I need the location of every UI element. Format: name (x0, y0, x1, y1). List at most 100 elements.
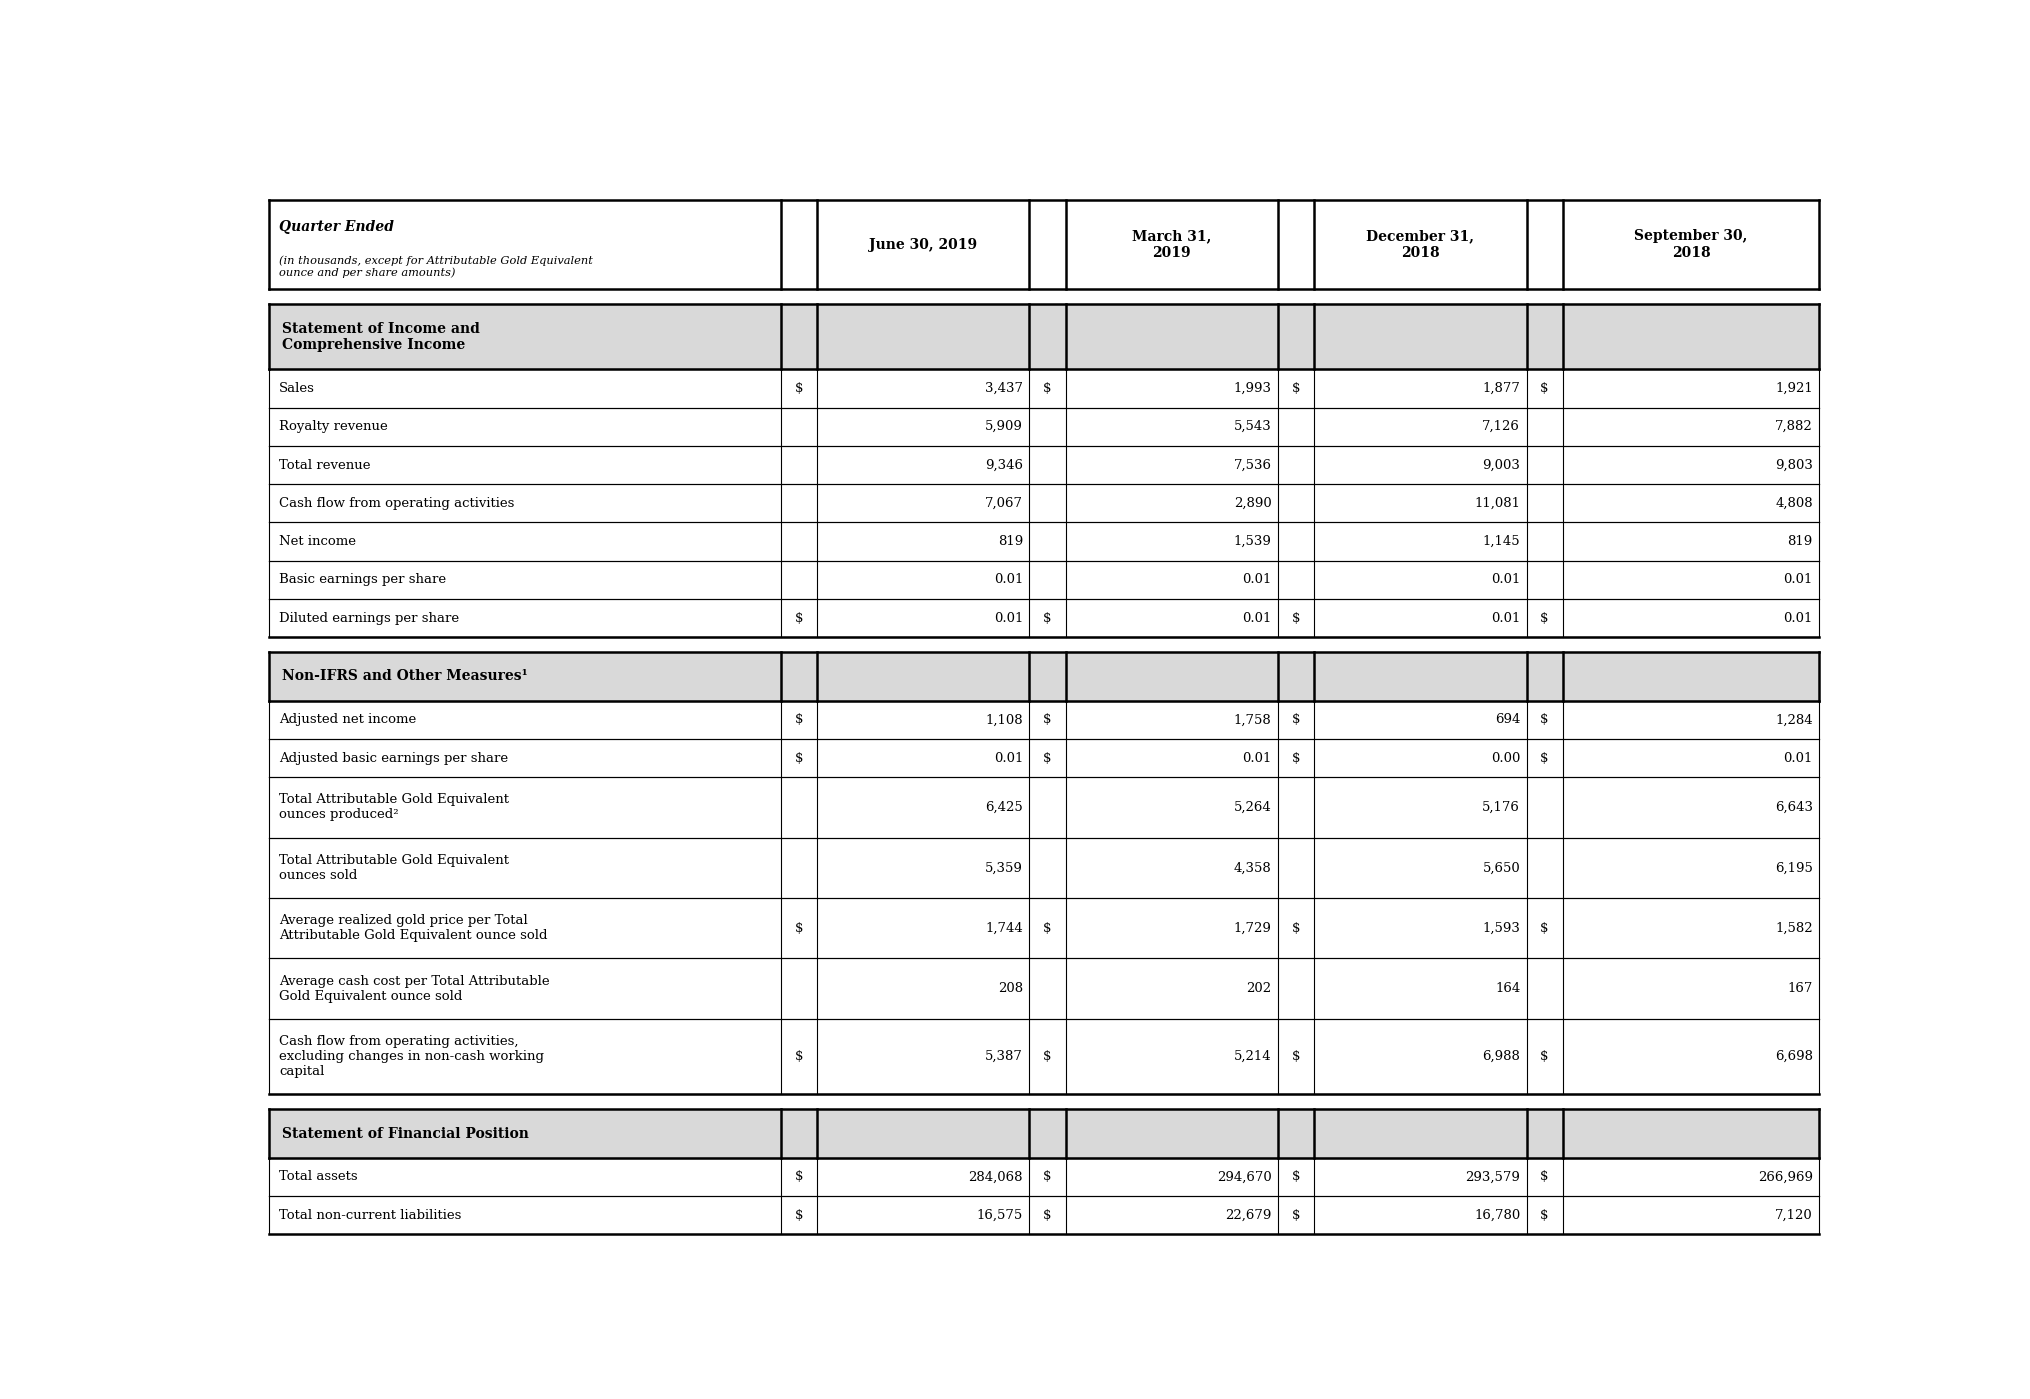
Text: 1,921: 1,921 (1774, 382, 1813, 395)
Text: 2,890: 2,890 (1234, 497, 1271, 509)
Text: 5,176: 5,176 (1482, 800, 1520, 814)
Text: Average realized gold price per Total
Attributable Gold Equivalent ounce sold: Average realized gold price per Total At… (278, 914, 548, 942)
Text: $: $ (794, 751, 804, 764)
Text: $: $ (1541, 713, 1549, 726)
Text: $: $ (794, 713, 804, 726)
Text: Sales: Sales (278, 382, 315, 395)
Text: 294,670: 294,670 (1216, 1171, 1271, 1184)
Text: Royalty revenue: Royalty revenue (278, 420, 388, 434)
Text: 0.01: 0.01 (1242, 611, 1271, 624)
Text: 0.01: 0.01 (1784, 751, 1813, 764)
Bar (270, 958, 1819, 1018)
Text: $: $ (794, 382, 804, 395)
Text: $: $ (1043, 751, 1052, 764)
Text: Net income: Net income (278, 534, 355, 548)
Text: $: $ (794, 1051, 804, 1063)
Text: $: $ (1541, 382, 1549, 395)
Bar (270, 1109, 1819, 1158)
Text: 694: 694 (1494, 713, 1520, 726)
Text: (in thousands, except for Attributable Gold Equivalent
ounce and per share amoun: (in thousands, except for Attributable G… (278, 255, 593, 278)
Text: 1,108: 1,108 (985, 713, 1023, 726)
Bar (270, 652, 1819, 701)
Text: 1,582: 1,582 (1774, 922, 1813, 935)
Bar (270, 484, 1819, 522)
Text: Total Attributable Gold Equivalent
ounces produced²: Total Attributable Gold Equivalent ounce… (278, 793, 510, 821)
Text: $: $ (1541, 751, 1549, 764)
Text: $: $ (1291, 713, 1301, 726)
Text: 202: 202 (1246, 982, 1271, 995)
Text: Basic earnings per share: Basic earnings per share (278, 574, 447, 586)
Text: 6,195: 6,195 (1774, 862, 1813, 874)
Text: 0.01: 0.01 (1784, 611, 1813, 624)
Text: 0.01: 0.01 (1784, 574, 1813, 586)
Text: Statement of Income and
Comprehensive Income: Statement of Income and Comprehensive In… (282, 322, 479, 351)
Text: 5,214: 5,214 (1234, 1051, 1271, 1063)
Text: $: $ (1043, 922, 1052, 935)
Text: $: $ (1291, 1171, 1301, 1184)
Text: 1,744: 1,744 (985, 922, 1023, 935)
Text: 1,284: 1,284 (1774, 713, 1813, 726)
Text: 6,698: 6,698 (1774, 1051, 1813, 1063)
Text: 7,536: 7,536 (1234, 459, 1271, 471)
Text: $: $ (1541, 1051, 1549, 1063)
Text: $: $ (1043, 713, 1052, 726)
Text: Non-IFRS and Other Measures¹: Non-IFRS and Other Measures¹ (282, 670, 528, 684)
Text: 7,126: 7,126 (1482, 420, 1520, 434)
Text: $: $ (1291, 611, 1301, 624)
Bar (270, 701, 1819, 739)
Text: Cash flow from operating activities: Cash flow from operating activities (278, 497, 514, 509)
Text: 819: 819 (999, 534, 1023, 548)
Text: 0.01: 0.01 (1242, 574, 1271, 586)
Bar (270, 369, 1819, 407)
Text: June 30, 2019: June 30, 2019 (869, 238, 976, 252)
Text: 6,425: 6,425 (985, 800, 1023, 814)
Text: 3,437: 3,437 (985, 382, 1023, 395)
Text: 16,780: 16,780 (1474, 1209, 1520, 1221)
Bar (270, 898, 1819, 958)
Text: 0.01: 0.01 (1242, 751, 1271, 764)
Text: 167: 167 (1788, 982, 1813, 995)
Text: Cash flow from operating activities,
excluding changes in non-cash working
capit: Cash flow from operating activities, exc… (278, 1035, 544, 1079)
Text: 266,969: 266,969 (1758, 1171, 1813, 1184)
Bar (270, 304, 1819, 369)
Text: $: $ (1291, 1051, 1301, 1063)
Text: 7,067: 7,067 (985, 497, 1023, 509)
Text: $: $ (1291, 922, 1301, 935)
Bar (270, 522, 1819, 561)
Text: 11,081: 11,081 (1474, 497, 1520, 509)
Text: Total revenue: Total revenue (278, 459, 369, 471)
Text: $: $ (794, 1171, 804, 1184)
Text: $: $ (1541, 922, 1549, 935)
Text: March 31,
2019: March 31, 2019 (1133, 229, 1212, 260)
Bar (270, 599, 1819, 637)
Text: 164: 164 (1494, 982, 1520, 995)
Text: 5,909: 5,909 (985, 420, 1023, 434)
Text: 5,650: 5,650 (1482, 862, 1520, 874)
Text: 7,882: 7,882 (1774, 420, 1813, 434)
Text: $: $ (1043, 611, 1052, 624)
Text: $: $ (794, 922, 804, 935)
Text: $: $ (1043, 1209, 1052, 1221)
Bar (270, 1158, 1819, 1196)
Text: 1,593: 1,593 (1482, 922, 1520, 935)
Text: 7,120: 7,120 (1774, 1209, 1813, 1221)
Text: Quarter Ended: Quarter Ended (278, 220, 394, 234)
Text: 6,643: 6,643 (1774, 800, 1813, 814)
Text: 4,358: 4,358 (1234, 862, 1271, 874)
Text: $: $ (794, 1209, 804, 1221)
Text: 0.00: 0.00 (1490, 751, 1520, 764)
Bar (270, 561, 1819, 599)
Text: $: $ (1043, 382, 1052, 395)
Bar (270, 1018, 1819, 1094)
Text: 1,993: 1,993 (1234, 382, 1271, 395)
Text: Adjusted net income: Adjusted net income (278, 713, 416, 726)
Text: 0.01: 0.01 (995, 574, 1023, 586)
Text: Total assets: Total assets (278, 1171, 357, 1184)
Text: Total non-current liabilities: Total non-current liabilities (278, 1209, 461, 1221)
Bar (270, 739, 1819, 778)
Text: 0.01: 0.01 (995, 611, 1023, 624)
Text: 819: 819 (1788, 534, 1813, 548)
Text: 1,145: 1,145 (1482, 534, 1520, 548)
Text: Total Attributable Gold Equivalent
ounces sold: Total Attributable Gold Equivalent ounce… (278, 853, 510, 881)
Bar (270, 838, 1819, 898)
